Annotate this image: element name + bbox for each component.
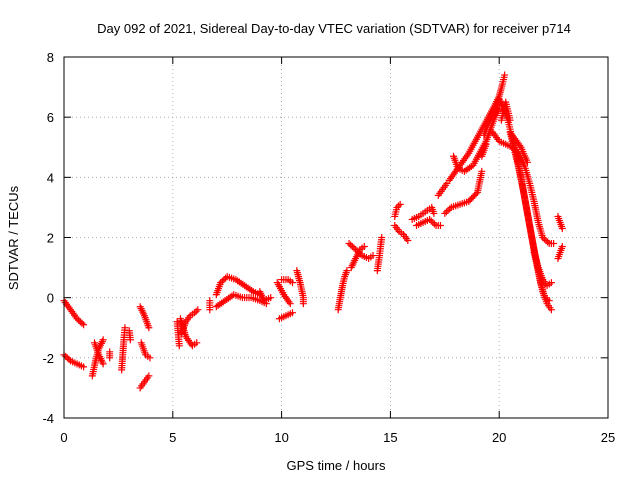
data-point bbox=[80, 363, 88, 371]
data-point bbox=[192, 307, 200, 315]
data-point bbox=[288, 309, 296, 317]
data-point bbox=[146, 354, 154, 362]
data-point bbox=[393, 203, 401, 211]
data-point bbox=[427, 217, 435, 225]
data-point bbox=[217, 279, 225, 287]
data-point bbox=[206, 306, 214, 314]
data-point bbox=[191, 309, 199, 317]
x-tick-label: 0 bbox=[60, 430, 67, 445]
data-point bbox=[539, 234, 547, 241]
data-point bbox=[404, 237, 412, 245]
data-point bbox=[378, 234, 386, 241]
x-tick-labels: 0 5 10 15 20 25 bbox=[60, 430, 615, 445]
data-point bbox=[194, 306, 202, 314]
y-tick-label: 4 bbox=[47, 170, 54, 185]
data-point bbox=[356, 250, 364, 258]
y-tick-label: 0 bbox=[47, 291, 54, 306]
data-point bbox=[352, 246, 360, 254]
data-point bbox=[395, 202, 403, 210]
data-point bbox=[145, 324, 153, 332]
data-point bbox=[472, 190, 480, 198]
data-point bbox=[75, 316, 83, 324]
y-tick-label: 2 bbox=[47, 231, 54, 246]
data-point bbox=[482, 140, 490, 148]
data-point bbox=[540, 235, 548, 243]
data-point bbox=[542, 237, 550, 245]
data-point bbox=[441, 209, 449, 217]
data-point bbox=[478, 167, 486, 175]
data-point bbox=[501, 71, 509, 79]
data-point bbox=[175, 342, 183, 350]
data-point bbox=[544, 238, 552, 246]
x-tick-label: 15 bbox=[383, 430, 397, 445]
y-tick-label: -4 bbox=[42, 411, 54, 426]
y-axis-label: SDTVAR / TECUs bbox=[6, 185, 21, 290]
data-point bbox=[145, 372, 153, 380]
data-point bbox=[267, 294, 275, 302]
data-point bbox=[550, 240, 558, 248]
data-point bbox=[126, 336, 134, 344]
data-point bbox=[360, 243, 368, 251]
data-point bbox=[76, 318, 84, 326]
y-tick-label: -2 bbox=[42, 351, 54, 366]
y-tick-label: 8 bbox=[47, 50, 54, 65]
data-point bbox=[99, 360, 107, 368]
data-point bbox=[446, 205, 454, 213]
data-point bbox=[523, 158, 531, 166]
x-tick-label: 5 bbox=[169, 430, 176, 445]
data-point bbox=[430, 220, 438, 228]
chart-title: Day 092 of 2021, Sidereal Day-to-day VTE… bbox=[97, 21, 571, 36]
data-point bbox=[63, 354, 71, 362]
data-point bbox=[396, 200, 404, 208]
data-point bbox=[545, 297, 553, 305]
x-tick-label: 20 bbox=[492, 430, 506, 445]
data-point bbox=[343, 267, 351, 275]
data-point bbox=[193, 339, 201, 347]
data-point bbox=[558, 224, 566, 232]
data-point bbox=[369, 252, 377, 260]
data-point bbox=[444, 206, 452, 214]
data-point bbox=[345, 240, 353, 248]
data-point bbox=[62, 352, 70, 360]
x-axis-label: GPS time / hours bbox=[287, 458, 386, 473]
y-tick-labels: -4 -2 0 2 4 6 8 bbox=[42, 50, 54, 426]
x-tick-label: 10 bbox=[274, 430, 288, 445]
data-point bbox=[347, 241, 355, 249]
data-point bbox=[353, 247, 361, 255]
data-point bbox=[350, 244, 358, 252]
data-points bbox=[60, 71, 566, 392]
data-point bbox=[99, 336, 107, 344]
data-point bbox=[355, 249, 363, 257]
data-point bbox=[65, 355, 73, 363]
plot-frame bbox=[63, 56, 609, 419]
data-point bbox=[299, 300, 307, 308]
data-point bbox=[222, 274, 230, 282]
data-point bbox=[430, 209, 438, 217]
data-point bbox=[547, 306, 555, 314]
data-point bbox=[73, 315, 81, 323]
data-point bbox=[286, 300, 294, 308]
data-point bbox=[218, 277, 226, 285]
data-point bbox=[516, 142, 524, 150]
data-point bbox=[429, 218, 437, 226]
data-point bbox=[78, 319, 86, 327]
data-point bbox=[426, 215, 434, 223]
data-point bbox=[106, 354, 114, 362]
data-point bbox=[547, 279, 555, 287]
data-point bbox=[348, 243, 356, 251]
grid-lines bbox=[64, 57, 608, 418]
data-point bbox=[288, 279, 296, 287]
data-point bbox=[80, 321, 88, 329]
data-point bbox=[220, 276, 228, 284]
x-tick-label: 25 bbox=[601, 430, 615, 445]
y-tick-label: 6 bbox=[47, 110, 54, 125]
data-point bbox=[436, 221, 444, 229]
data-point bbox=[121, 324, 129, 332]
data-point bbox=[442, 208, 450, 216]
data-point bbox=[558, 243, 566, 251]
